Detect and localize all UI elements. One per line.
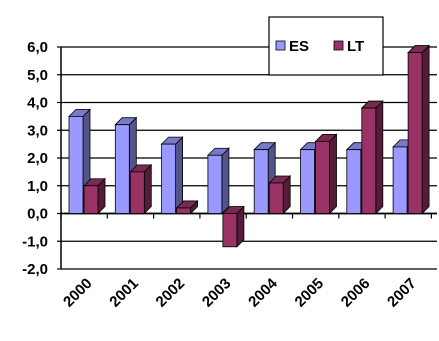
- bar-front-face: [68, 115, 84, 214]
- x-tick-label: 2006: [338, 275, 374, 311]
- y-tick-label: 1,0: [27, 178, 48, 195]
- y-tick-labels: 6,0 5,0 4,0 3,0 2,0 1,0 0,0 -1,0 -2,0: [22, 39, 48, 278]
- bar-front-face: [300, 149, 315, 214]
- legend-label-es: ES: [289, 38, 309, 55]
- bar-front-face: [392, 146, 408, 214]
- x-tick-label: 2001: [106, 275, 142, 311]
- bar-es-2003: [206, 147, 230, 215]
- bar-side-face: [221, 147, 230, 215]
- x-tick-label: 2004: [245, 275, 281, 311]
- y-tick-label: 0,0: [27, 206, 48, 223]
- bar-front-face: [268, 182, 284, 214]
- bar-side-face: [375, 100, 384, 215]
- bar-lt-2003: [221, 205, 245, 248]
- bar-front-face: [253, 149, 269, 214]
- bar-lt-2001: [129, 163, 153, 215]
- x-tick-label: 2005: [292, 275, 328, 311]
- bar-side-face: [329, 133, 337, 215]
- bar-front-face: [222, 213, 238, 248]
- bar-es-2002: [160, 136, 184, 215]
- bar-front-face: [361, 107, 377, 214]
- bar-front-face: [407, 52, 423, 214]
- x-tick-label: 2002: [153, 275, 189, 311]
- x-tick-label: 2003: [199, 275, 235, 311]
- y-tick-label: 2,0: [27, 150, 48, 167]
- bar-front-face: [346, 149, 362, 214]
- y-tick-label: 4,0: [27, 95, 48, 112]
- legend-swatch-es: [275, 40, 286, 51]
- bar-front-face: [176, 207, 192, 214]
- bar-side-face: [175, 136, 184, 215]
- bar-side-face: [421, 44, 430, 215]
- bar-side-face: [143, 163, 152, 215]
- legend: ES LT: [268, 16, 384, 76]
- bars: [68, 44, 431, 248]
- legend-box: [268, 16, 384, 76]
- y-tick-label: 5,0: [27, 67, 48, 84]
- bar-front-face: [83, 185, 99, 214]
- y-tick-label: -1,0: [22, 233, 48, 250]
- bar-front-face: [129, 171, 145, 214]
- bar-front-face: [114, 124, 130, 214]
- x-tick-label: 2007: [384, 275, 420, 311]
- legend-label-lt: LT: [347, 38, 364, 55]
- bar-front-face: [161, 143, 177, 214]
- bar-front-face: [207, 154, 223, 214]
- y-tick-label: -2,0: [22, 261, 48, 278]
- bar-lt-2004: [268, 175, 292, 215]
- bar-lt-2000: [83, 177, 106, 215]
- bar-lt-2007: [407, 44, 431, 215]
- bar-lt-2002: [175, 199, 199, 215]
- legend-swatch-lt: [333, 40, 344, 51]
- y-tick-label: 3,0: [27, 122, 48, 139]
- y-tick-label: 6,0: [27, 39, 48, 56]
- bar-lt-2005: [314, 133, 338, 215]
- x-tick-label: 2000: [60, 275, 96, 311]
- x-tick-labels: 2000 2001 2002 2003 2004 2005 2006 2007: [60, 275, 420, 311]
- bar-lt-2006: [360, 100, 384, 215]
- bar-front-face: [315, 140, 330, 214]
